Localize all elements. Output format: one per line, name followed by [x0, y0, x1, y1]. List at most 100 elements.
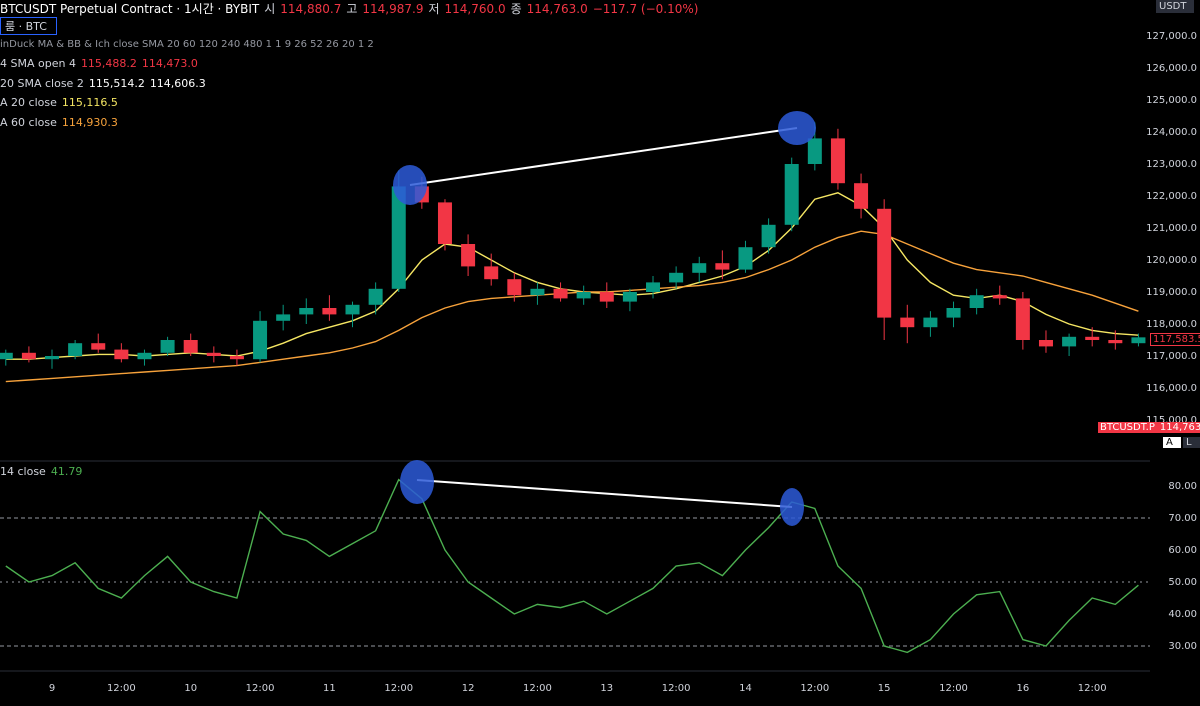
- symbol: 룸 · BTC: [5, 20, 47, 33]
- x-tick-label: 12:00: [107, 683, 136, 694]
- highlight: [393, 165, 427, 205]
- legend-value: 114,930.3: [61, 116, 118, 129]
- candle-body: [830, 138, 845, 184]
- candle-body: [807, 138, 822, 164]
- candle-body: [368, 288, 383, 305]
- y-tick-label: 60.00: [1168, 545, 1197, 556]
- legend-name: A 20 close: [0, 96, 57, 109]
- candle-body: [299, 308, 314, 315]
- trend-line: [416, 479, 793, 508]
- legend-row: A 20 close 115,116.5: [0, 96, 123, 109]
- candle-body: [992, 295, 1007, 299]
- y-tick-label: 120,000.0: [1146, 255, 1197, 266]
- highlight: [778, 111, 816, 145]
- legend-value: 115,488.2: [80, 57, 137, 70]
- y-tick-label: 30.00: [1168, 641, 1197, 652]
- candle-body: [253, 320, 268, 360]
- x-tick-label: 9: [49, 683, 55, 694]
- candle-body: [738, 247, 753, 270]
- c-label: 종: [510, 2, 522, 16]
- o-label: 시: [264, 2, 276, 16]
- x-tick-label: 12:00: [1078, 683, 1107, 694]
- candle-body: [599, 292, 614, 302]
- candle-body: [946, 308, 961, 318]
- legend-name: 20 SMA close 2: [0, 77, 84, 90]
- candle-body: [507, 279, 522, 296]
- candle-body: [900, 317, 915, 328]
- candle-body: [45, 356, 60, 360]
- y-tick-label: 122,000.0: [1146, 191, 1197, 202]
- x-tick-label: 14: [739, 683, 752, 694]
- y-tick-label: 125,000.0: [1146, 95, 1197, 106]
- x-tick-label: 12:00: [246, 683, 275, 694]
- candle-body: [553, 288, 568, 299]
- y-tick-label: 127,000.0: [1146, 31, 1197, 42]
- symbol-row[interactable]: 룸 · BTC: [0, 17, 57, 35]
- log-button[interactable]: L: [1183, 437, 1200, 448]
- candle-body: [391, 186, 406, 289]
- currency-label: USDT: [1159, 1, 1187, 12]
- candle-body: [761, 224, 776, 248]
- l-label: 저: [428, 2, 440, 16]
- candle-body: [461, 244, 476, 267]
- candle-body: [715, 263, 730, 270]
- legend-value: 115,116.5: [61, 96, 118, 109]
- candle-body: [1062, 336, 1077, 347]
- symbol-tag: BTCUSDT.P 114,763.0: [1098, 422, 1200, 433]
- l: 114,760.0: [444, 2, 506, 16]
- legend-value: 114,606.3: [149, 77, 206, 90]
- candle-body: [276, 314, 291, 321]
- h: 114,987.9: [362, 2, 424, 16]
- trend-line: [409, 127, 798, 186]
- change: −117.7 (−0.10%): [592, 2, 699, 16]
- highlight: [780, 488, 804, 526]
- candle-body: [322, 308, 337, 315]
- indicator-row: inDuck MA & BB & Ich close SMA 20 60 120…: [0, 39, 379, 50]
- price-axis: [1150, 0, 1200, 706]
- legend-name: 14 close: [0, 465, 46, 478]
- y-tick-label: 80.00: [1168, 481, 1197, 492]
- btn: L: [1186, 437, 1192, 448]
- o: 114,880.7: [280, 2, 342, 16]
- candle-body: [1131, 337, 1146, 344]
- title: BTCUSDT Perpetual Contract · 1시간 · BYBIT: [0, 2, 260, 16]
- candle-body: [0, 352, 13, 360]
- candle-body: [229, 356, 244, 360]
- legend-row: 20 SMA close 2 115,514.2 114,606.3: [0, 77, 211, 90]
- y-tick-label: 40.00: [1168, 609, 1197, 620]
- y-tick-label: 124,000.0: [1146, 127, 1197, 138]
- currency[interactable]: USDT: [1156, 0, 1195, 13]
- last-price-tag: 117,583.5: [1150, 333, 1200, 346]
- candle-body: [21, 352, 36, 360]
- legend-row: 4 SMA open 4 115,488.2 114,473.0: [0, 57, 203, 70]
- series-line: [5, 192, 1139, 360]
- y-tick-label: 121,000.0: [1146, 223, 1197, 234]
- y-tick-label: 116,000.0: [1146, 383, 1197, 394]
- candle-body: [437, 202, 452, 244]
- candle-body: [692, 263, 707, 273]
- indicator: inDuck MA & BB & Ich close SMA 20 60 120…: [0, 39, 374, 50]
- candle-body: [91, 343, 106, 350]
- candle-body: [484, 266, 499, 280]
- c: 114,763.0: [526, 2, 588, 16]
- candle-body: [68, 343, 83, 356]
- candle-body: [345, 304, 360, 315]
- candle-body: [160, 340, 175, 353]
- x-tick-label: 12: [462, 683, 475, 694]
- y-tick-label: 123,000.0: [1146, 159, 1197, 170]
- legend-value: 115,514.2: [88, 77, 145, 90]
- candle-body: [183, 340, 198, 353]
- plot: [0, 122, 1150, 654]
- axis-labels: 115,000.0 116,000.0 117,000.0 118,000.0 119,…: [49, 31, 1197, 694]
- legend-row: A 60 close 114,930.3: [0, 116, 123, 129]
- candle-body: [969, 295, 984, 308]
- candle-body: [784, 164, 799, 225]
- x-tick-label: 12:00: [939, 683, 968, 694]
- x-tick-label: 12:00: [384, 683, 413, 694]
- x-tick-label: 11: [323, 683, 336, 694]
- auto-button[interactable]: A: [1163, 437, 1181, 448]
- y-tick-label: 117,000.0: [1146, 351, 1197, 362]
- x-tick-label: 13: [600, 683, 613, 694]
